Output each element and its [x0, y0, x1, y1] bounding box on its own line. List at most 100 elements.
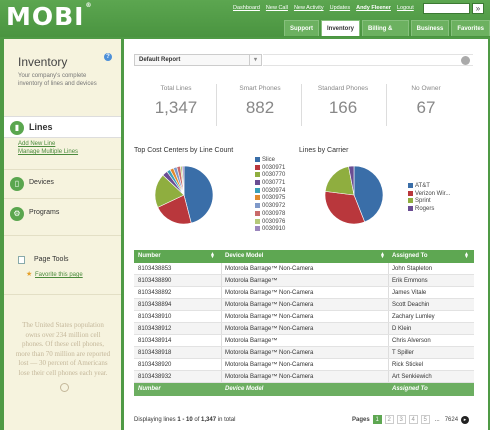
link-new-call[interactable]: New Call — [265, 5, 288, 11]
legend-swatch — [255, 157, 260, 162]
next-page-icon[interactable]: ▸ — [461, 415, 470, 424]
page-3[interactable]: 3 — [396, 415, 406, 424]
column-header-device-model[interactable]: Device Model — [225, 253, 264, 259]
divider — [386, 84, 387, 126]
column-divider — [221, 311, 222, 322]
sort-icon[interactable]: ▲ ▼ — [380, 251, 385, 260]
legend-label: 0030770 — [262, 172, 286, 179]
column-divider — [388, 335, 389, 346]
page-1[interactable]: 1 — [372, 415, 382, 424]
column-header-assigned-to[interactable]: Assigned To — [392, 253, 428, 259]
table-header: Number ▲ ▼ Device Model ▲ ▼ Assigned To ▲ ▼ — [134, 250, 474, 263]
chevron-down-icon: ▾ — [249, 55, 261, 65]
legend-label: 0030974 — [262, 187, 286, 194]
kpi-standard-phones: Standard Phones 166 — [307, 85, 379, 118]
report-dropdown[interactable]: Default Report ▾ — [134, 54, 262, 66]
pie-slice-0030910[interactable] — [181, 165, 185, 196]
legend-item: 0030771 — [255, 180, 285, 188]
table-row[interactable]: 8103438912 Motorola Barrage™ Non-Camera D … — [134, 323, 474, 335]
page-4[interactable]: 4 — [408, 415, 418, 424]
page-tools-title: Page Tools — [34, 256, 69, 263]
logout-link[interactable]: Logout — [396, 5, 414, 11]
pager-label: Pages — [352, 416, 370, 423]
link-updates[interactable]: Updates — [329, 5, 351, 11]
report-toolbar — [263, 54, 473, 66]
add-new-line-link[interactable]: Add New Line — [18, 141, 56, 147]
legend-swatch — [255, 218, 260, 224]
cell-number: 8103438853 — [138, 266, 172, 272]
sidebar-description: Your company's complete inventory of lin… — [18, 73, 97, 87]
tab-support[interactable]: Support — [284, 20, 319, 36]
kpi-label: Total Lines — [160, 85, 192, 92]
legend-swatch — [255, 226, 260, 232]
carrier-legend: AT&T Verizon Wir... Sprint Rogers — [408, 183, 450, 214]
column-divider — [221, 287, 222, 298]
cell-device-model: Motorola Barrage™ Non-Camera — [225, 314, 314, 320]
page-5[interactable]: 5 — [420, 415, 430, 424]
tab-billing-usage[interactable]: Billing & Usage — [362, 20, 409, 48]
main-tabs: Support Inventory Billing & Usage Busine… — [284, 20, 490, 48]
star-icon: ★ — [26, 271, 33, 278]
cell-number: 8103438894 — [138, 302, 172, 308]
table-row[interactable]: 8103438910 Motorola Barrage™ Non-Camera Za… — [134, 311, 474, 323]
help-icon[interactable]: ? — [104, 53, 112, 61]
table-row[interactable]: 8103438892 Motorola Barrage™ Non-Camera Ja… — [134, 287, 474, 299]
user-link[interactable]: Andy Fleener — [356, 5, 391, 11]
column-divider — [221, 275, 222, 286]
cell-number: 8103438912 — [138, 326, 172, 332]
sidebar-item-lines[interactable]: ▮ Lines — [4, 116, 121, 138]
divider — [216, 84, 217, 126]
lines-table: Number ▲ ▼ Device Model ▲ ▼ Assigned To ▲ ▼… — [134, 250, 474, 396]
pie-slice-verizon-wir-[interactable] — [324, 191, 366, 225]
search-button[interactable]: » — [472, 3, 484, 14]
report-dropdown-value: Default Report — [139, 57, 181, 63]
sort-icon[interactable]: ▲ ▼ — [210, 251, 215, 260]
cell-number: 8103438932 — [138, 374, 172, 380]
table-row[interactable]: 8103438932 Motorola Barrage™ Non-Camera Ar… — [134, 371, 474, 383]
table-row[interactable]: 8103438914 Motorola Barrage™ Chris Alverso… — [134, 335, 474, 347]
table-row[interactable]: 8103438890 Motorola Barrage™ Erik Emmons — [134, 275, 474, 287]
pie-slice-rogers[interactable] — [348, 165, 355, 196]
link-dashboard[interactable]: Dashboard — [233, 5, 260, 11]
cell-assigned-to: Scott Deachin — [392, 302, 430, 308]
pagination: Pages 1 2 3 4 5 ... 7624 ▸ — [352, 415, 470, 424]
search-input[interactable] — [423, 3, 470, 14]
manage-multiple-lines-link[interactable]: Manage Multiple Lines — [18, 149, 79, 155]
tab-business[interactable]: Business — [410, 20, 450, 36]
tab-inventory[interactable]: Inventory — [321, 20, 361, 36]
cell-device-model: Motorola Barrage™ Non-Camera — [225, 266, 314, 272]
favorite-page-link[interactable]: Favorite this page — [35, 272, 83, 278]
page-last[interactable]: 7624 — [444, 416, 459, 423]
legend-swatch — [408, 206, 413, 212]
pie-slice-0030971[interactable] — [157, 194, 192, 225]
legend-label: 0030978 — [262, 210, 286, 217]
mobi-logo[interactable]: MOBI® — [6, 2, 93, 31]
cell-device-model: Motorola Barrage™ Non-Camera — [225, 290, 314, 296]
pie-slice-sprint[interactable] — [324, 166, 355, 196]
table-row[interactable]: 8103438920 Motorola Barrage™ Non-Camera Ri… — [134, 359, 474, 371]
link-new-activity[interactable]: New Activity — [293, 5, 324, 11]
sidebar-item-devices[interactable]: ▯ Devices — [4, 173, 121, 195]
gear-icon[interactable] — [461, 56, 470, 65]
legend-swatch — [408, 183, 413, 188]
table-row[interactable]: 8103438894 Motorola Barrage™ Non-Camera Sc… — [134, 299, 474, 311]
sidebar-item-programs[interactable]: ⚙ Programs — [4, 203, 121, 225]
column-header-number[interactable]: Number — [138, 253, 161, 259]
column-divider — [388, 311, 389, 322]
legend-item: Verizon Wir... — [408, 190, 451, 199]
sort-icon[interactable]: ▲ ▼ — [464, 251, 469, 260]
divider — [4, 235, 121, 236]
column-divider — [388, 263, 389, 274]
table-row[interactable]: 8103438918 Motorola Barrage™ Non-Camera T … — [134, 347, 474, 359]
chart-title-carrier: Lines by Carrier — [299, 147, 349, 154]
phone-icon: ▮ — [10, 121, 24, 135]
pie-slice-slice[interactable] — [183, 165, 214, 224]
page-2[interactable]: 2 — [384, 415, 394, 424]
cell-device-model: Motorola Barrage™ Non-Camera — [225, 350, 314, 356]
cell-device-model: Motorola Barrage™ Non-Camera — [225, 302, 314, 308]
tab-favorites[interactable]: Favorites — [451, 20, 490, 36]
table-row[interactable]: 8103438853 Motorola Barrage™ Non-Camera Jo… — [134, 263, 474, 275]
legend-label: Verizon Wir... — [415, 190, 451, 197]
pie-slice-at-t[interactable] — [353, 165, 384, 223]
legend-swatch — [255, 210, 260, 216]
